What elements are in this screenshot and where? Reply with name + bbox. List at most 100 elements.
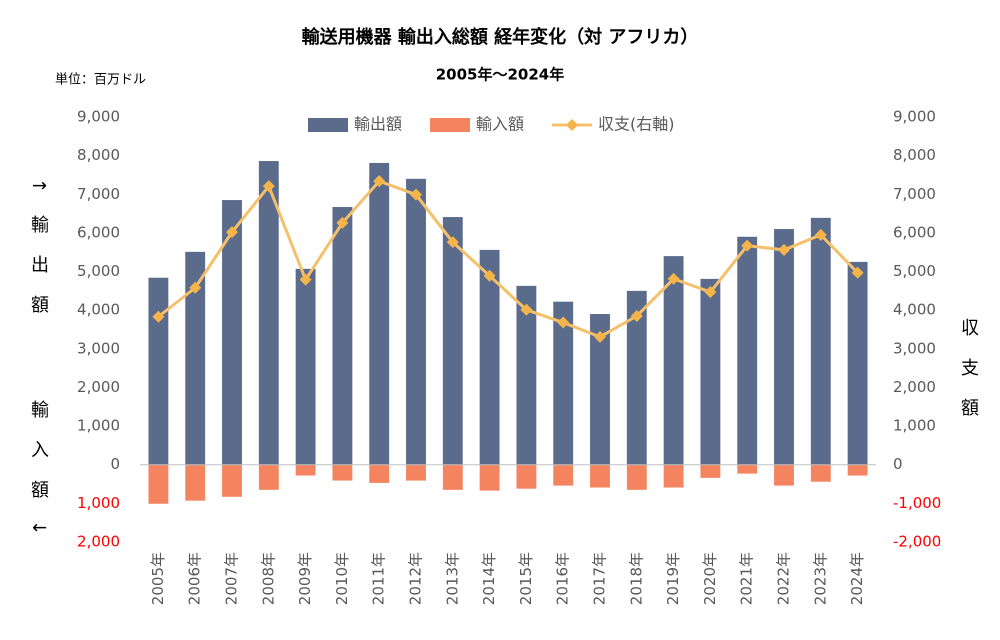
bar: [590, 464, 610, 488]
x-tick-label: 2022年: [775, 552, 793, 605]
marker: [152, 310, 165, 323]
x-tick-label: 2014年: [480, 552, 498, 605]
bar: [369, 162, 390, 465]
unit-label: 単位：百万ドル: [55, 72, 146, 88]
y2-tick-label: 2,000: [893, 378, 936, 396]
bar: [479, 464, 500, 491]
x-tick-label: 2011年: [370, 552, 388, 605]
bar: [222, 200, 242, 465]
marker: [741, 239, 754, 252]
bar: [516, 464, 537, 489]
bar: [295, 268, 316, 465]
bar: [332, 464, 353, 481]
bar: [737, 464, 758, 474]
marker: [814, 228, 827, 241]
marker: [483, 269, 496, 282]
x-tick-label: 2009年: [296, 552, 314, 605]
y2-axis-title: 収支額: [958, 318, 979, 438]
bar: [810, 464, 831, 482]
bar: [295, 464, 316, 476]
y-tick-label: 9,000: [77, 108, 120, 126]
bar: [847, 464, 868, 476]
bar: [148, 277, 169, 465]
bar: [442, 464, 463, 490]
bar: [185, 464, 206, 501]
y2-tick-label: -1,000: [893, 494, 941, 512]
y-tick-label: 5,000: [77, 262, 120, 280]
bar: [590, 314, 610, 465]
bar: [479, 249, 500, 465]
bar: [406, 178, 426, 465]
bar: [774, 464, 794, 486]
bar: [737, 236, 758, 465]
bar: [258, 161, 279, 465]
x-tick-label: 2007年: [223, 552, 241, 605]
y-tick-label: 1,000: [77, 494, 120, 512]
bar: [148, 464, 169, 504]
x-tick-label: 2008年: [259, 552, 277, 605]
bar: [553, 301, 574, 465]
y-tick-label: 0: [110, 455, 120, 473]
y-tick-label: 8,000: [77, 146, 120, 164]
bar: [663, 256, 684, 465]
y2-tick-label: 4,000: [893, 301, 936, 319]
y-axis-title: ↑輸出額: [28, 178, 49, 335]
bar: [332, 207, 353, 465]
legend-label: 輸出額: [354, 115, 402, 134]
x-tick-label: 2010年: [333, 552, 351, 605]
y2-tick-label: 9,000: [893, 108, 936, 126]
legend-swatch-marker: [566, 119, 579, 131]
marker: [410, 188, 422, 201]
legend-label: 収支(右軸): [598, 115, 675, 134]
marker: [851, 266, 864, 279]
y-tick-label: 3,000: [77, 339, 120, 357]
marker: [557, 316, 570, 329]
bar: [847, 261, 868, 465]
marker: [189, 281, 202, 294]
x-tick-label: 2020年: [701, 552, 719, 605]
bar: [774, 229, 794, 465]
x-tick-label: 2006年: [186, 552, 204, 605]
legend-swatch: [430, 118, 471, 132]
marker: [262, 180, 275, 193]
x-tick-label: 2012年: [407, 552, 425, 605]
bar: [222, 464, 242, 497]
marker: [778, 243, 790, 256]
bar: [810, 217, 831, 465]
x-tick-label: 2019年: [664, 552, 682, 605]
y-tick-label: 7,000: [77, 185, 120, 203]
chart-subtitle: 2005年～2024年: [436, 66, 565, 84]
marker: [704, 286, 717, 299]
y-tick-label: 6,000: [77, 223, 120, 241]
bar: [369, 464, 390, 483]
y-tick-label: 2,000: [77, 378, 120, 396]
y2-tick-label: 8,000: [893, 146, 936, 164]
x-tick-label: 2015年: [517, 552, 535, 605]
marker: [446, 236, 459, 249]
marker: [630, 309, 643, 322]
bar: [700, 464, 721, 478]
bar: [700, 278, 721, 465]
bar: [663, 464, 684, 488]
x-tick-label: 2013年: [443, 552, 461, 605]
legend-label: 輸入額: [476, 115, 524, 134]
y2-tick-label: -2,000: [893, 533, 941, 551]
y2-tick-label: 1,000: [893, 417, 936, 435]
y2-tick-label: 3,000: [893, 339, 936, 357]
bar: [406, 464, 426, 481]
bar: [553, 464, 574, 486]
y2-tick-label: 7,000: [893, 185, 936, 203]
line: [157, 179, 859, 339]
bar: [185, 251, 206, 465]
bar: [626, 290, 647, 465]
marker: [226, 226, 238, 239]
y2-tick-label: 0: [893, 455, 903, 473]
marker: [520, 303, 533, 316]
chart-title: 輸送用機器 輸出入総額 経年変化（対 アフリカ）: [302, 26, 699, 48]
x-tick-label: 2018年: [627, 552, 645, 605]
y2-tick-label: 6,000: [893, 223, 936, 241]
legend-swatch: [308, 118, 348, 132]
x-tick-label: 2021年: [738, 552, 756, 605]
y-tick-label: 4,000: [77, 301, 120, 319]
bar: [516, 285, 537, 465]
